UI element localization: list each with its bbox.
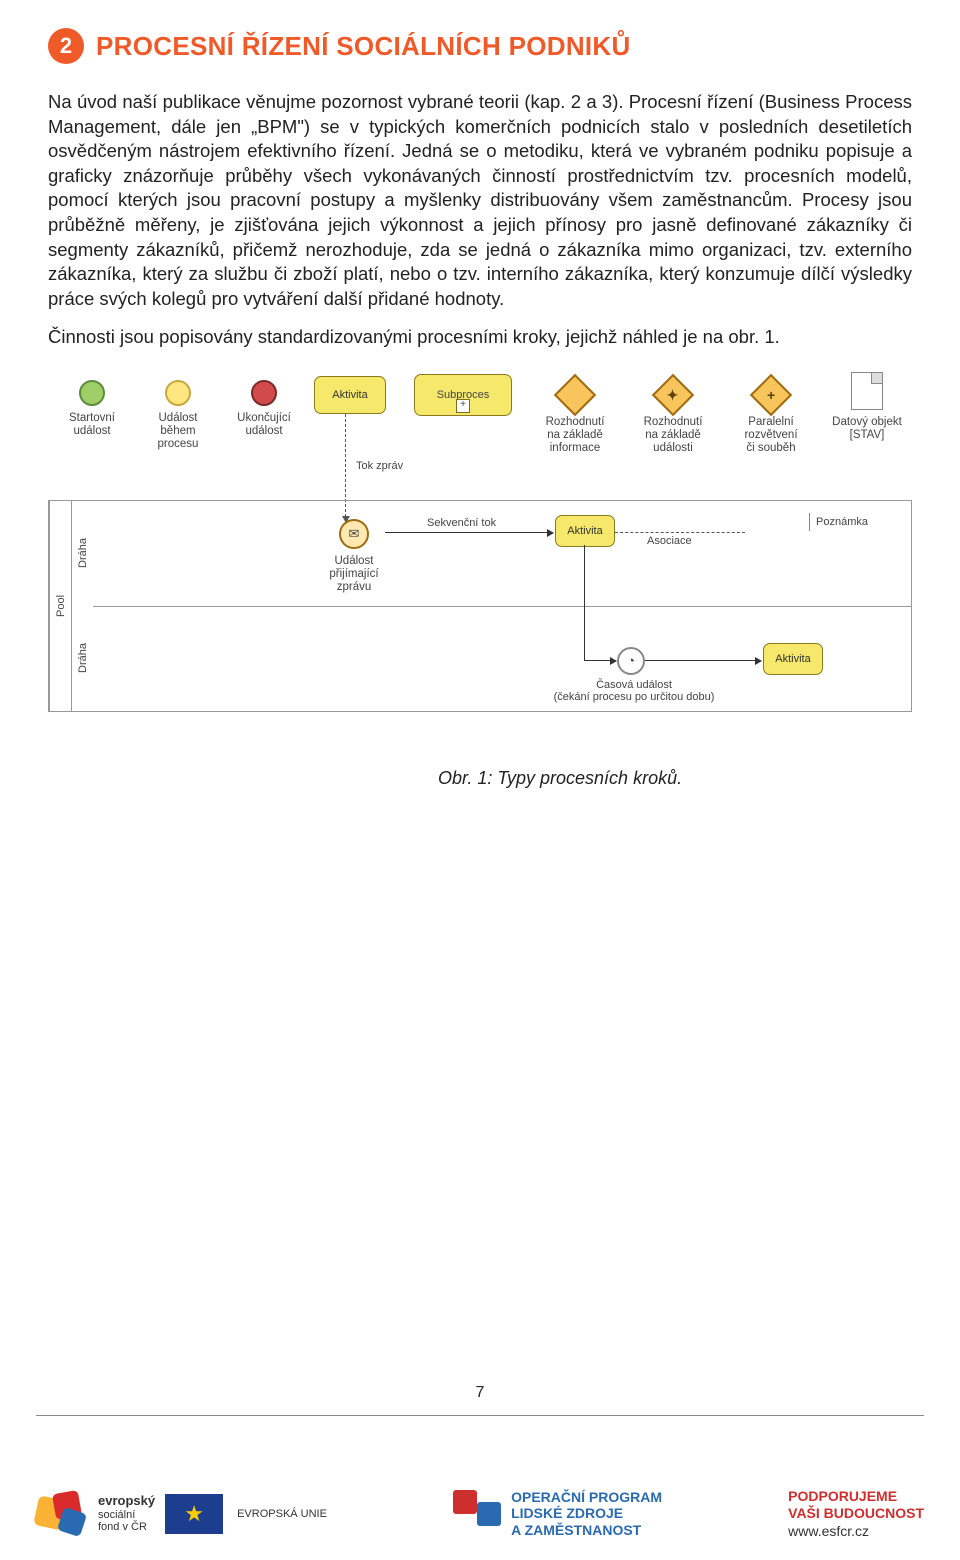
intermediate-event-label: Událostběhemprocesu: [138, 412, 218, 452]
event-gateway-icon: ✦: [652, 374, 694, 416]
message-flow-label: Tok zpráv: [356, 460, 403, 472]
esf-line1: evropský: [98, 1493, 155, 1508]
chapter-number-badge: 2: [48, 28, 84, 64]
page-number: 7: [0, 1384, 960, 1402]
sequence-flow-down: [584, 545, 585, 660]
op-block: OPERAČNÍ PROGRAM LIDSKÉ ZDROJE A ZAMĚSTN…: [453, 1489, 662, 1539]
timer-event-icon: ◔: [617, 647, 645, 675]
support-line1: PODPORUJEME: [788, 1488, 924, 1506]
activity-box-text: Aktivita: [332, 389, 367, 401]
bpmn-diagram: Startovníudálost Událostběhemprocesu Uko…: [48, 370, 912, 750]
esf-logo-icon: [36, 1492, 90, 1536]
sequence-flow-3: [645, 660, 761, 661]
lane1-activity: Aktivita: [555, 515, 615, 547]
association-label: Asociace: [647, 535, 692, 547]
page: 2 PROCESNÍ ŘÍZENÍ SOCIÁLNÍCH PODNIKŮ Na …: [0, 0, 960, 1560]
chapter-title: PROCESNÍ ŘÍZENÍ SOCIÁLNÍCH PODNIKŮ: [96, 31, 631, 62]
footer-rule: [36, 1415, 924, 1416]
data-object-icon: [851, 372, 883, 410]
lane1-label: Dráha: [71, 501, 94, 606]
event-gateway-symbol: ✦ Rozhodnutína základěudálosti: [628, 376, 718, 456]
annotation: Poznámka: [809, 513, 874, 531]
message-event-icon: ✉: [339, 519, 369, 549]
parallel-gateway-label: Paralelnírozvětveníči souběh: [726, 416, 816, 456]
message-event-symbol: ✉ Událostpřijímajícízprávu: [319, 519, 389, 595]
support-line2: VAŠI BUDOUCNOST: [788, 1505, 924, 1523]
chapter-header: 2 PROCESNÍ ŘÍZENÍ SOCIÁLNÍCH PODNIKŮ: [48, 28, 912, 64]
figure-caption-wrap: Obr. 1: Typy procesních kroků.: [48, 768, 912, 789]
op-puzzle-icon: [453, 1490, 501, 1538]
end-event-label: Ukončujícíudálost: [228, 412, 300, 438]
op-line2: LIDSKÉ ZDROJE: [511, 1505, 623, 1521]
intermediate-event-symbol: Událostběhemprocesu: [138, 380, 218, 452]
timer-event-symbol: ◔: [617, 647, 645, 675]
footer: evropský sociální fond v ČR ★ EVROPSKÁ U…: [36, 1488, 924, 1541]
esf-logo-text: evropský sociální fond v ČR: [98, 1494, 155, 1534]
esf-logo: evropský sociální fond v ČR: [36, 1492, 155, 1536]
lane2-activity-box: Aktivita: [763, 643, 823, 675]
event-gateway-label: Rozhodnutína základěudálosti: [628, 416, 718, 456]
data-object-symbol: Datový objekt[STAV]: [824, 372, 910, 442]
op-line1: OPERAČNÍ PROGRAM: [511, 1489, 662, 1505]
parallel-gateway-icon: +: [750, 374, 792, 416]
paragraph-1: Na úvod naší publikace věnujme pozornost…: [48, 90, 912, 311]
subprocess-box: Subproces +: [414, 374, 512, 416]
lane1-activity-box: Aktivita: [555, 515, 615, 547]
support-block: PODPORUJEME VAŠI BUDOUCNOST www.esfcr.cz: [788, 1488, 924, 1541]
esf-line2: sociální: [98, 1509, 135, 1521]
parallel-gateway-symbol: + Paralelnírozvětveníči souběh: [726, 376, 816, 456]
lane1-activity-text: Aktivita: [567, 525, 602, 537]
start-event-symbol: Startovníudálost: [56, 380, 128, 438]
lane2-activity-text: Aktivita: [775, 653, 810, 665]
data-gateway-symbol: Rozhodnutína základěinformace: [530, 376, 620, 456]
association-line: [615, 532, 745, 533]
message-event-label: Událostpřijímajícízprávu: [319, 555, 389, 595]
start-event-label: Startovníudálost: [56, 412, 128, 438]
op-line3: A ZAMĚSTNANOST: [511, 1522, 641, 1538]
lane-divider: [93, 606, 911, 607]
data-gateway-label: Rozhodnutína základěinformace: [530, 416, 620, 456]
subprocess-expand-icon: +: [456, 399, 470, 413]
support-url: www.esfcr.cz: [788, 1523, 924, 1541]
sequence-flow-2: [584, 660, 616, 661]
paragraph-2: Činnosti jsou popisovány standardizovaný…: [48, 325, 912, 350]
end-event-symbol: Ukončujícíudálost: [228, 380, 300, 438]
sequence-flow-label: Sekvenční tok: [427, 517, 496, 529]
esf-line3: fond v ČR: [98, 1521, 147, 1533]
data-object-label: Datový objekt[STAV]: [824, 416, 910, 442]
data-gateway-icon: [554, 374, 596, 416]
end-event-icon: [251, 380, 277, 406]
eu-flag-icon: ★: [165, 1494, 223, 1534]
figure-caption: Obr. 1: Typy procesních kroků.: [438, 768, 912, 789]
subprocess-symbol: Subproces +: [408, 374, 518, 416]
timer-event-label: Časová událost(čekání procesu po určitou…: [539, 679, 729, 703]
start-event-icon: [79, 380, 105, 406]
eu-flag-label: EVROPSKÁ UNIE: [237, 1508, 327, 1520]
esf-block: evropský sociální fond v ČR ★ EVROPSKÁ U…: [36, 1492, 327, 1536]
activity-box: Aktivita: [314, 376, 386, 414]
intermediate-event-icon: [165, 380, 191, 406]
op-text: OPERAČNÍ PROGRAM LIDSKÉ ZDROJE A ZAMĚSTN…: [511, 1489, 662, 1539]
pool-label: Pool: [49, 501, 72, 711]
pool: Pool Dráha Dráha ✉ Událostpřijímajícízpr…: [48, 500, 912, 712]
activity-symbol: Aktivita: [310, 376, 390, 414]
lane2-label: Dráha: [71, 606, 94, 711]
sequence-flow-1: [385, 532, 553, 533]
lane2-activity: Aktivita: [763, 643, 823, 675]
